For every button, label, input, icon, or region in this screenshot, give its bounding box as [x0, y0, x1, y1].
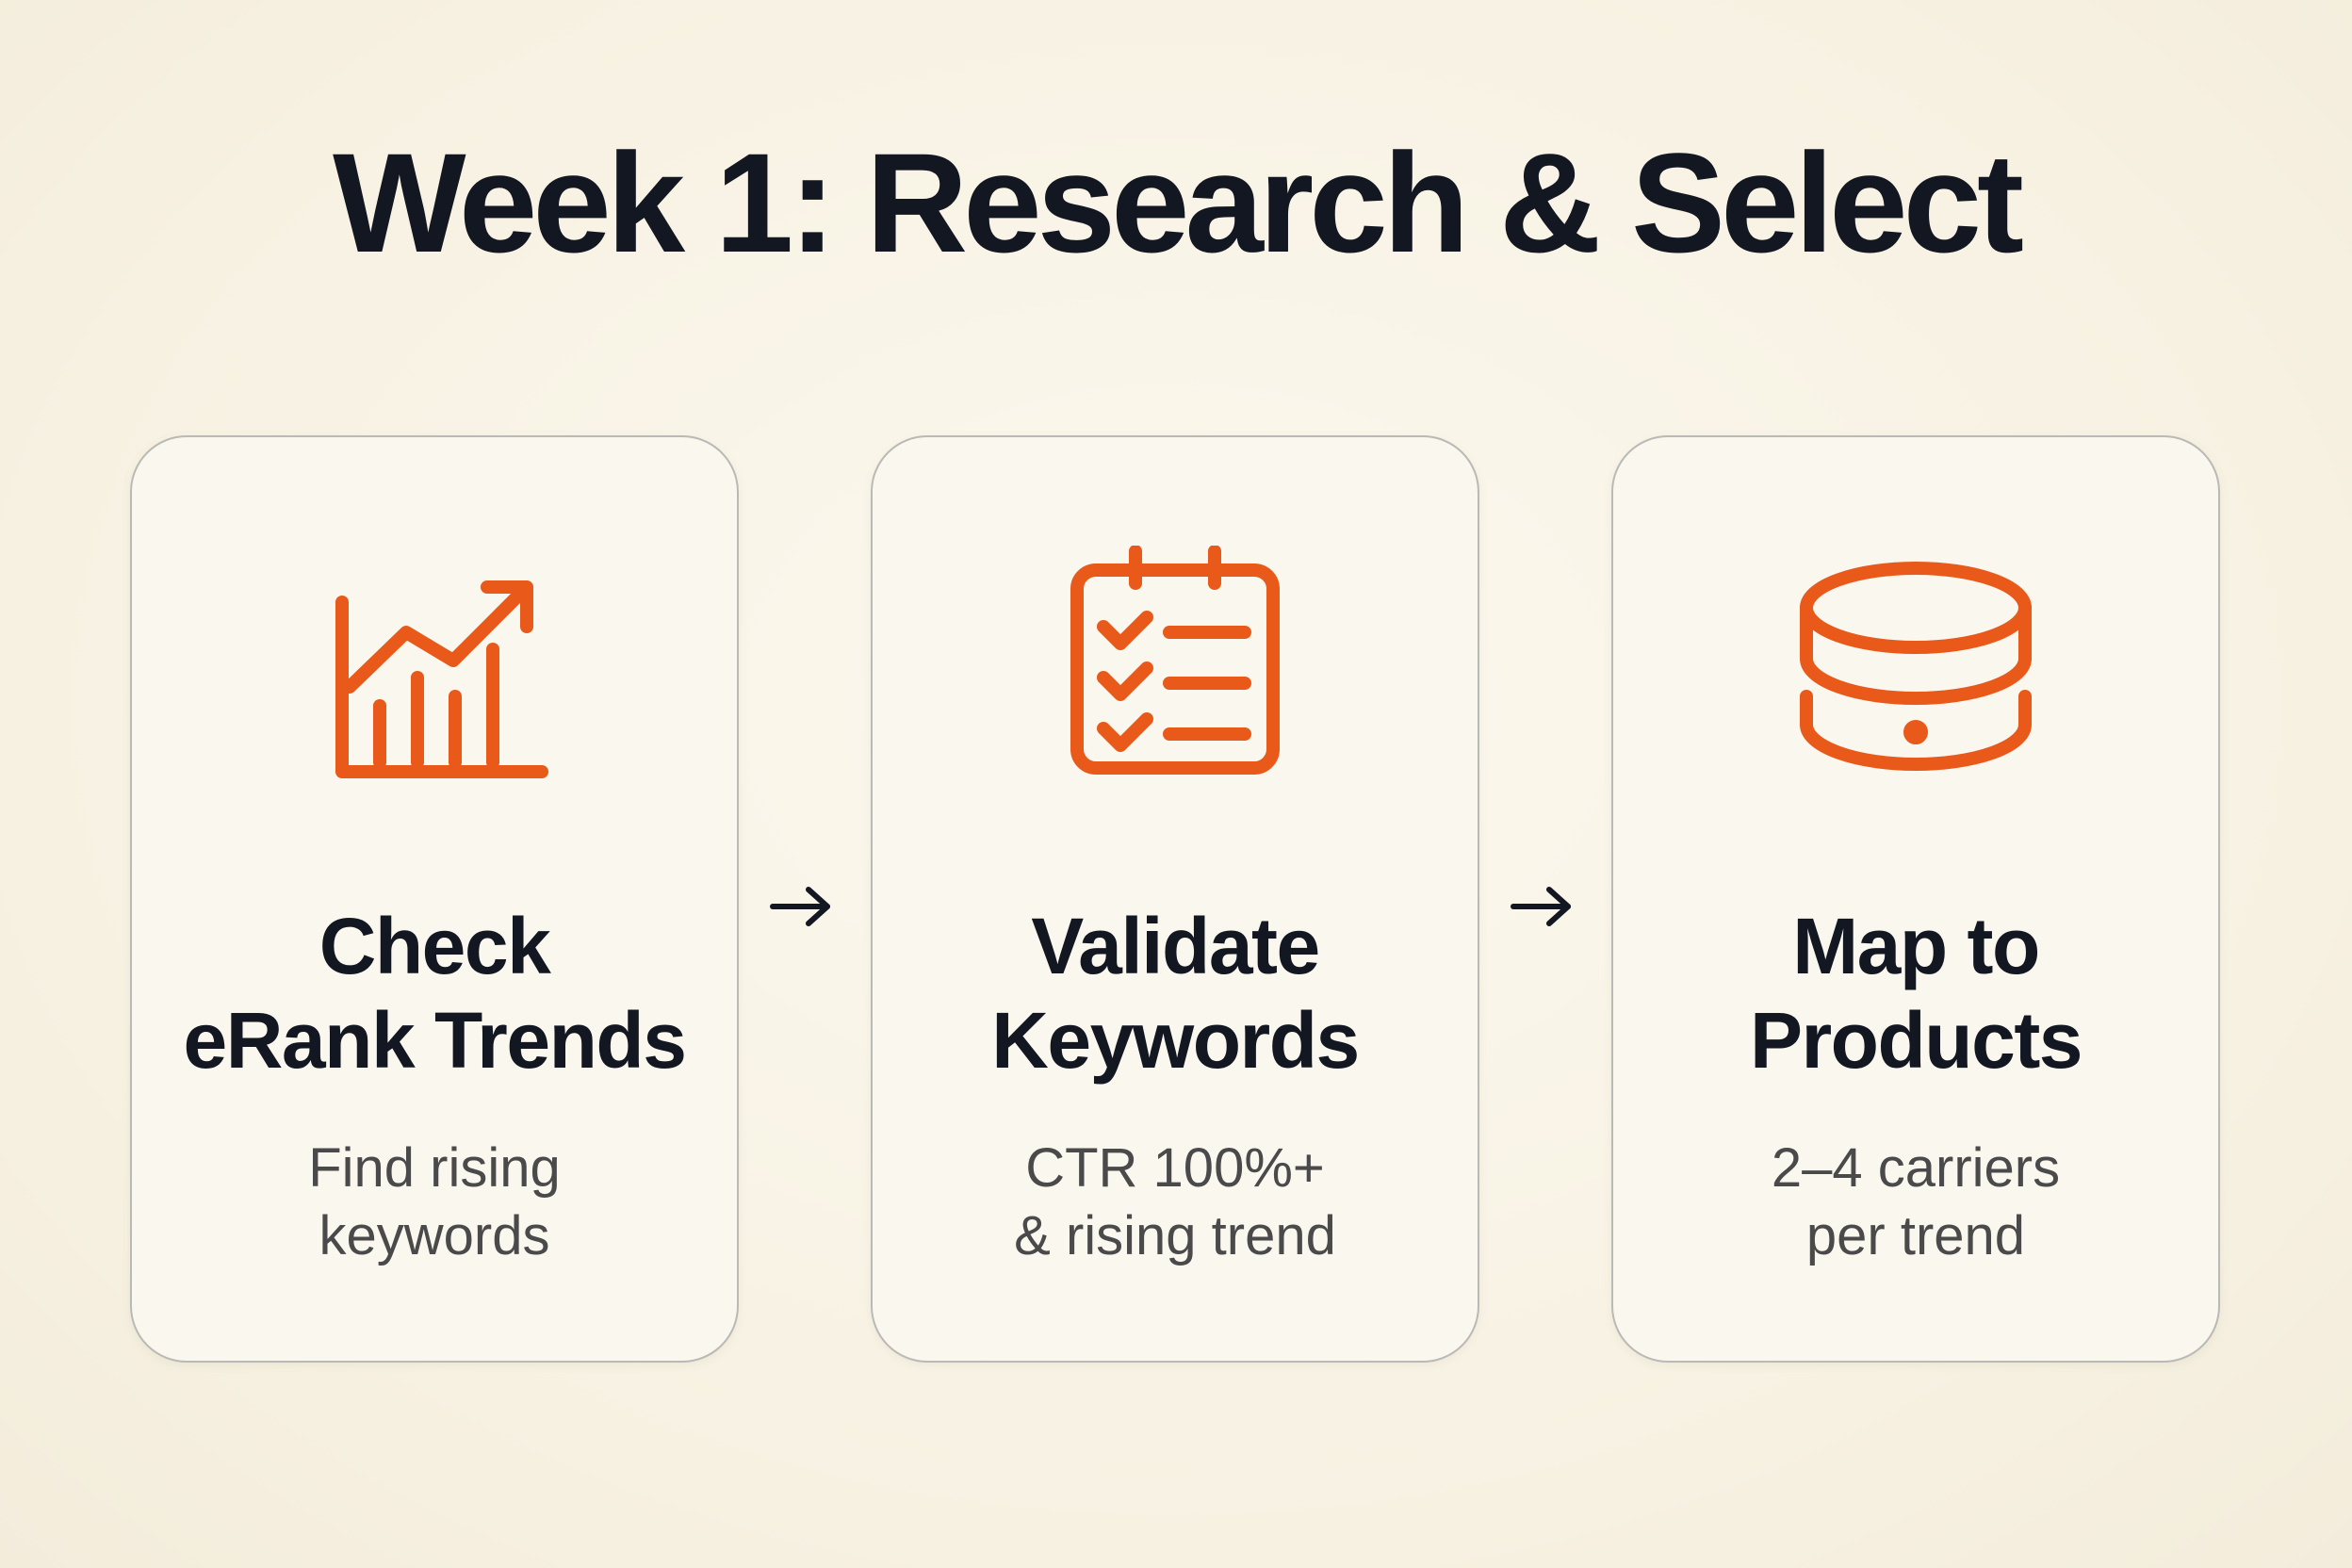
- step-title: Map to Products: [1632, 899, 2199, 1087]
- arrow-right-icon: [1506, 878, 1581, 935]
- step-title-line: Products: [1749, 996, 2083, 1085]
- step-description-line: & rising trend: [1014, 1205, 1336, 1266]
- step-title: Validate Keywords: [891, 899, 1459, 1087]
- step-title-line: Check: [318, 902, 551, 990]
- step-title-line: Map to: [1792, 902, 2040, 990]
- step-title-line: eRank Trends: [183, 996, 687, 1085]
- arrow-right-icon: [765, 878, 841, 935]
- trending-chart-icon: [312, 546, 557, 791]
- step-title: Check eRank Trends: [151, 899, 718, 1087]
- step-card-check-erank-trends: Check eRank Trends Find rising keywords: [130, 435, 739, 1363]
- step-description: 2–4 carriers per trend: [1632, 1135, 2199, 1270]
- step-card-validate-keywords: Validate Keywords CTR 100%+ & rising tre…: [871, 435, 1479, 1363]
- step-description-line: 2–4 carriers: [1771, 1137, 2061, 1199]
- step-description: CTR 100%+ & rising trend: [891, 1135, 1459, 1270]
- step-description-line: keywords: [318, 1205, 550, 1266]
- database-icon: [1793, 546, 2038, 791]
- step-title-line: Keywords: [991, 996, 1360, 1085]
- step-card-map-to-products: Map to Products 2–4 carriers per trend: [1611, 435, 2220, 1363]
- page-title: Week 1: Research & Select: [333, 123, 2024, 282]
- step-description-line: CTR 100%+: [1025, 1137, 1325, 1199]
- checklist-calendar-icon: [1053, 546, 1298, 791]
- step-description: Find rising keywords: [151, 1135, 718, 1270]
- step-title-line: Validate: [1031, 902, 1320, 990]
- step-description-line: per trend: [1805, 1205, 2026, 1266]
- step-description-line: Find rising: [308, 1137, 561, 1199]
